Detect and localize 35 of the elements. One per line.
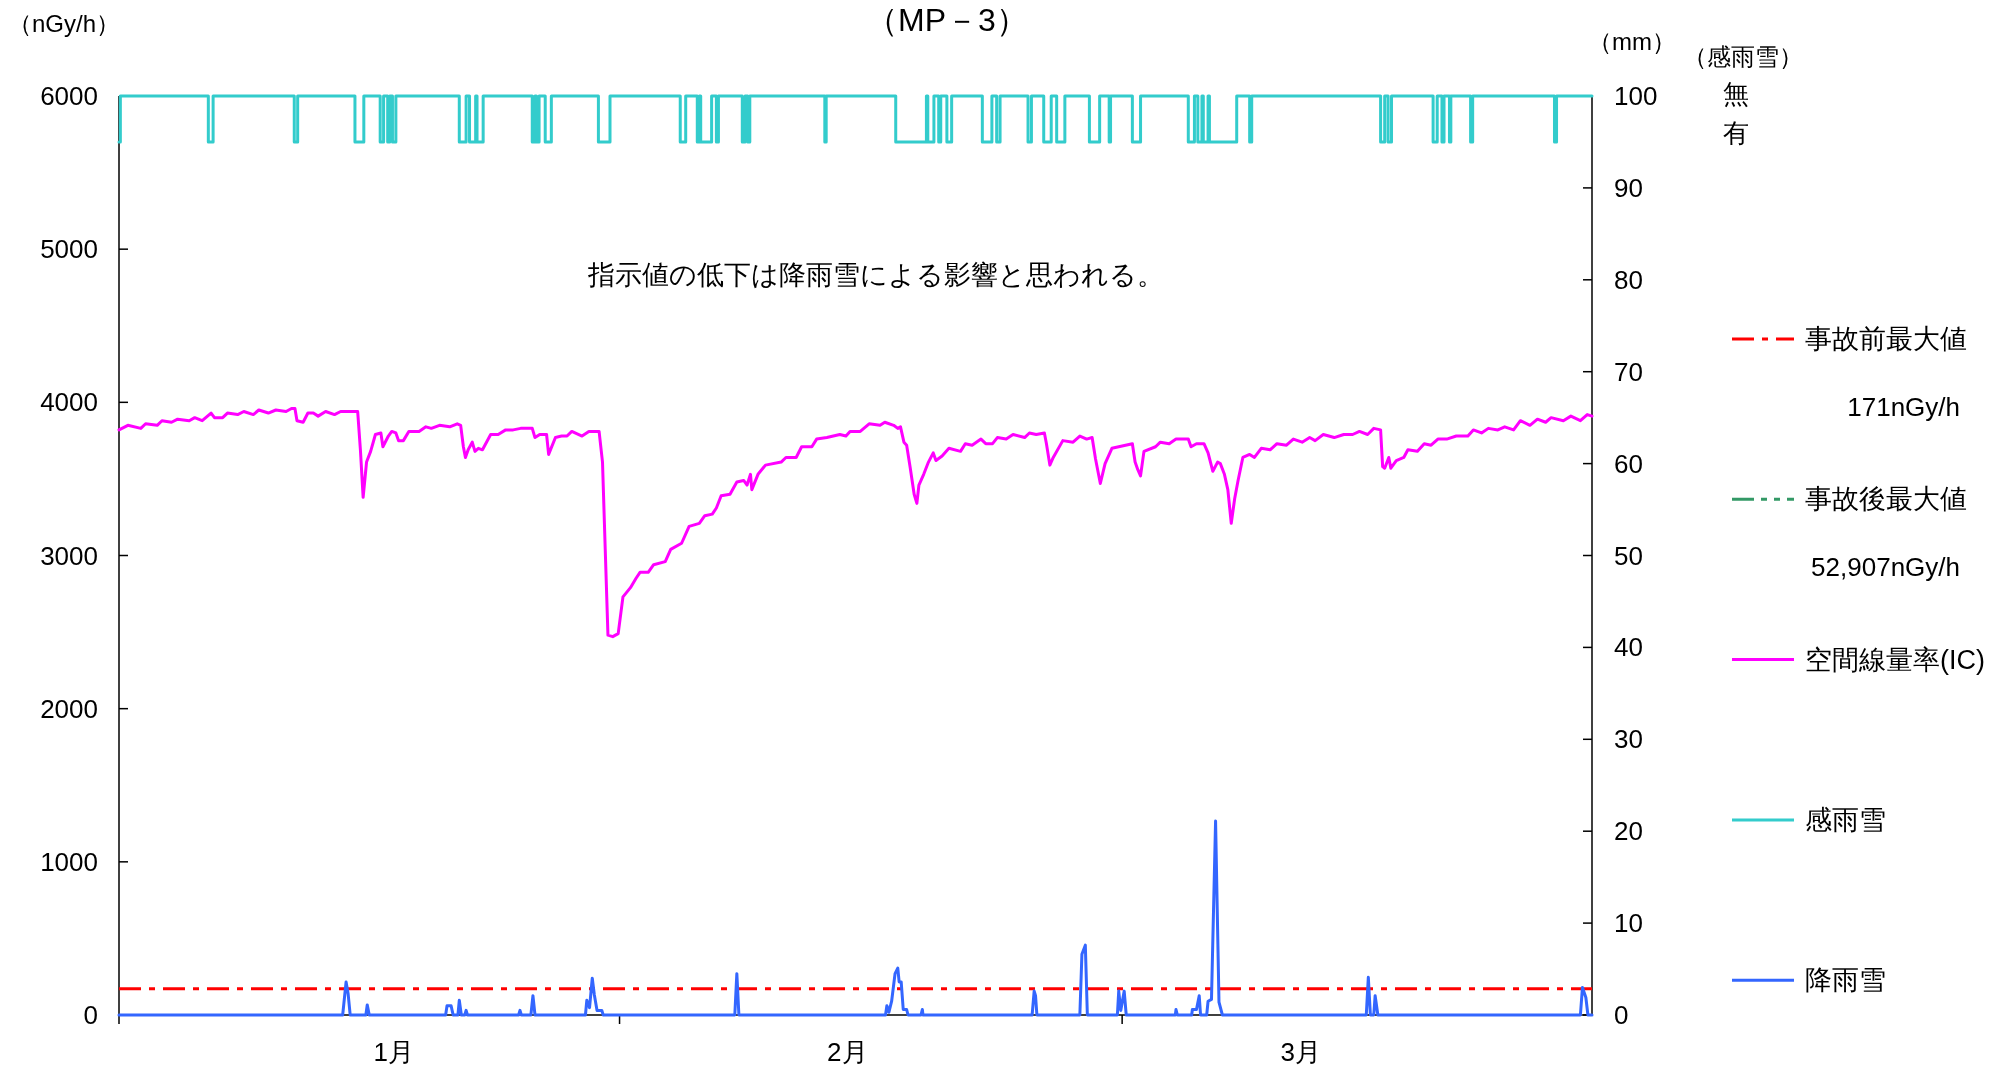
annotation: 有 <box>1723 118 1749 148</box>
legend-label: 空間線量率(IC) <box>1805 644 1985 675</box>
title: （MP－3） <box>866 2 1028 38</box>
y2tick: 80 <box>1614 264 1643 295</box>
y2tick: 60 <box>1614 448 1643 479</box>
y2tick: 70 <box>1614 356 1643 387</box>
legend-label: 降雨雪 <box>1805 965 1886 996</box>
y2label: （mm） <box>1588 27 1676 55</box>
y2tick: 90 <box>1614 172 1643 203</box>
ytick: 3000 <box>40 540 98 571</box>
ytick: 5000 <box>40 234 98 265</box>
ytick: 4000 <box>40 387 98 418</box>
legend-label: 52,907nGy/h <box>1811 552 1960 583</box>
y2tick: 0 <box>1614 1000 1629 1030</box>
annotation: （感雨雪） <box>1683 42 1803 70</box>
annotation: 無 <box>1723 79 1749 109</box>
legend-label: 171nGy/h <box>1847 392 1960 422</box>
legend-label: 事故前最大値 <box>1805 324 1967 354</box>
y2tick: 30 <box>1614 724 1643 755</box>
y2tick: 100 <box>1614 81 1658 111</box>
legend-label: 感雨雪 <box>1805 804 1886 835</box>
y2tick: 40 <box>1614 632 1643 663</box>
xtick: 1月 <box>373 1037 415 1067</box>
xtick: 3月 <box>1280 1037 1322 1067</box>
ylabel: （nGy/h） <box>8 9 120 37</box>
ytick: 6000 <box>40 81 98 111</box>
y2tick: 20 <box>1614 816 1643 847</box>
y2tick: 10 <box>1614 908 1643 939</box>
ytick: 0 <box>83 1000 98 1030</box>
annotation: 指示値の低下は降雨雪による影響と思われる。 <box>588 260 1164 290</box>
xtick: 2月 <box>827 1037 868 1067</box>
y2tick: 50 <box>1614 540 1643 571</box>
legend-label: 事故後最大値 <box>1805 484 1967 515</box>
ytick: 1000 <box>40 846 98 877</box>
ytick: 2000 <box>40 693 98 724</box>
